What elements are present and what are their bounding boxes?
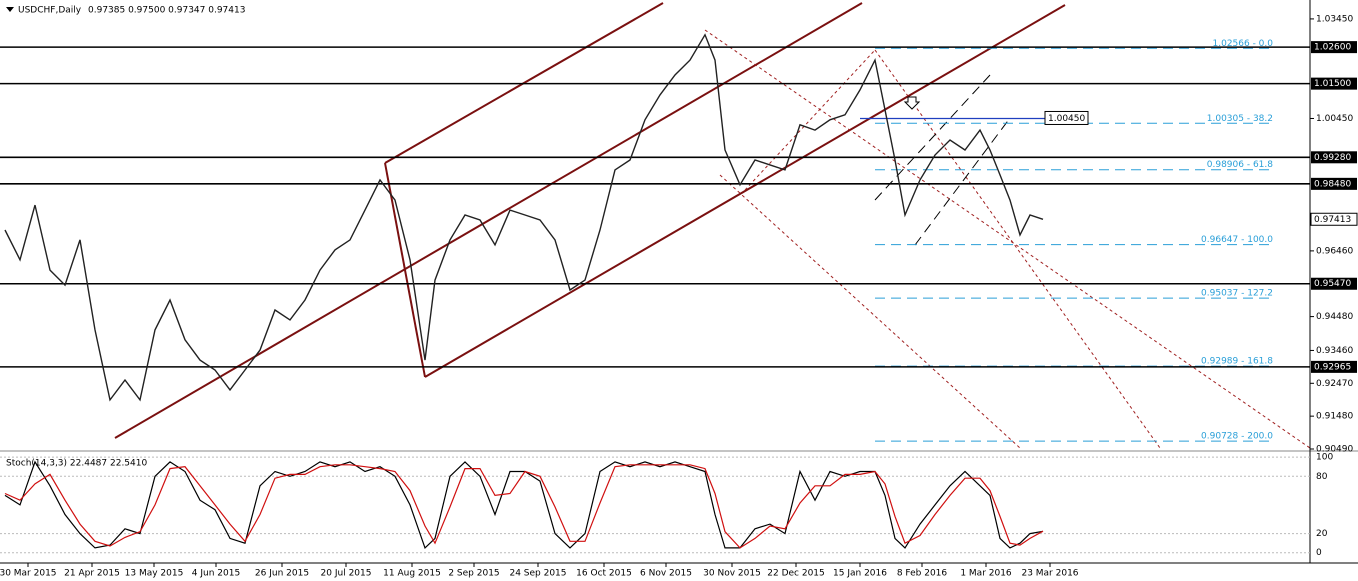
x-tick-label: 26 Jun 2015 (255, 569, 309, 579)
level-label: 1.01500 (1314, 79, 1351, 89)
price-line (4, 33, 1044, 402)
fib-label: 1.02566 - 0.0 (1213, 39, 1274, 49)
x-tick-label: 21 Apr 2015 (64, 569, 120, 579)
level-box (1311, 77, 1357, 90)
x-tick-label: 30 Mar 2015 (0, 569, 57, 579)
x-tick-label: 11 Aug 2015 (383, 569, 441, 579)
stoch-line (4, 460, 1044, 549)
level-label: 1.02600 (1314, 43, 1351, 53)
level-box (1311, 277, 1357, 290)
stoch-tick-label: 100 (1316, 453, 1333, 463)
fib-label: 0.98906 - 61.8 (1207, 160, 1273, 170)
level-label: 0.92965 (1314, 362, 1351, 372)
fib-label: 0.96647 - 100.0 (1201, 235, 1273, 245)
x-tick-label: 1 Mar 2016 (960, 569, 1012, 579)
fib-label: 1.00305 - 38.2 (1207, 114, 1273, 124)
fib-label: 0.95037 - 127.2 (1201, 289, 1273, 299)
level-label: 0.98480 (1314, 179, 1351, 189)
channel-lines (114, 2, 1066, 439)
x-tick-label: 30 Nov 2015 (703, 569, 761, 579)
stoch-tick-label: 0 (1316, 548, 1322, 558)
x-tick-label: 15 Jan 2016 (833, 569, 887, 579)
x-tick-label: 8 Feb 2016 (897, 569, 948, 579)
stoch-tick-label: 80 (1316, 472, 1328, 482)
y-tick-label: 0.92470 (1316, 379, 1353, 389)
y-tick-label: 1.00450 (1316, 114, 1353, 124)
level-label: 0.95470 (1314, 279, 1351, 289)
symbol: USDCHF,Daily (18, 6, 82, 16)
arrow-icon (903, 96, 921, 110)
fib-label: 0.90728 - 200.0 (1201, 432, 1273, 442)
x-tick-label: 23 Mar 2016 (1021, 569, 1078, 579)
marker-box (1044, 110, 1089, 125)
x-tick-label: 4 Jun 2015 (192, 569, 240, 579)
ohlc-header: 0.97385 0.97500 0.97347 0.97413 (88, 6, 245, 16)
y-tick-label: 0.93460 (1316, 346, 1353, 356)
x-tick-label: 20 Jul 2015 (321, 569, 372, 579)
current-price-box (1310, 212, 1358, 226)
x-tick-label: 16 Oct 2015 (576, 569, 632, 579)
level-label: 0.99280 (1314, 153, 1351, 163)
level-box (1311, 177, 1357, 190)
stoch-tick-label: 20 (1316, 529, 1328, 539)
marker-label: 1.00450 (1048, 114, 1085, 124)
level-box (1311, 151, 1357, 164)
x-tick-label: 2 Sep 2015 (448, 569, 499, 579)
pitchfork-lines (704, 29, 1311, 449)
flag-lines (874, 74, 1011, 246)
current-price-label: 0.97413 (1314, 215, 1351, 225)
level-box (1311, 41, 1357, 54)
fib-label: 0.92989 - 161.8 (1201, 357, 1273, 367)
y-tick-label: 1.03450 (1316, 14, 1353, 24)
y-tick-label: 0.90490 (1316, 445, 1353, 455)
y-tick-label: 0.96460 (1316, 246, 1353, 256)
stochastic-title: Stoch(14,3,3) 22.4487 22.5410 (6, 459, 147, 469)
x-tick-label: 6 Nov 2015 (640, 569, 692, 579)
x-tick-label: 13 May 2015 (125, 569, 184, 579)
x-tick-label: 22 Dec 2015 (767, 569, 825, 579)
y-tick-label: 0.91480 (1316, 412, 1353, 422)
stoch-line (4, 464, 1044, 549)
menu-arrow (6, 7, 14, 12)
y-tick-label: 0.94480 (1316, 312, 1353, 322)
level-box (1311, 360, 1357, 373)
x-tick-label: 24 Sep 2015 (509, 569, 566, 579)
